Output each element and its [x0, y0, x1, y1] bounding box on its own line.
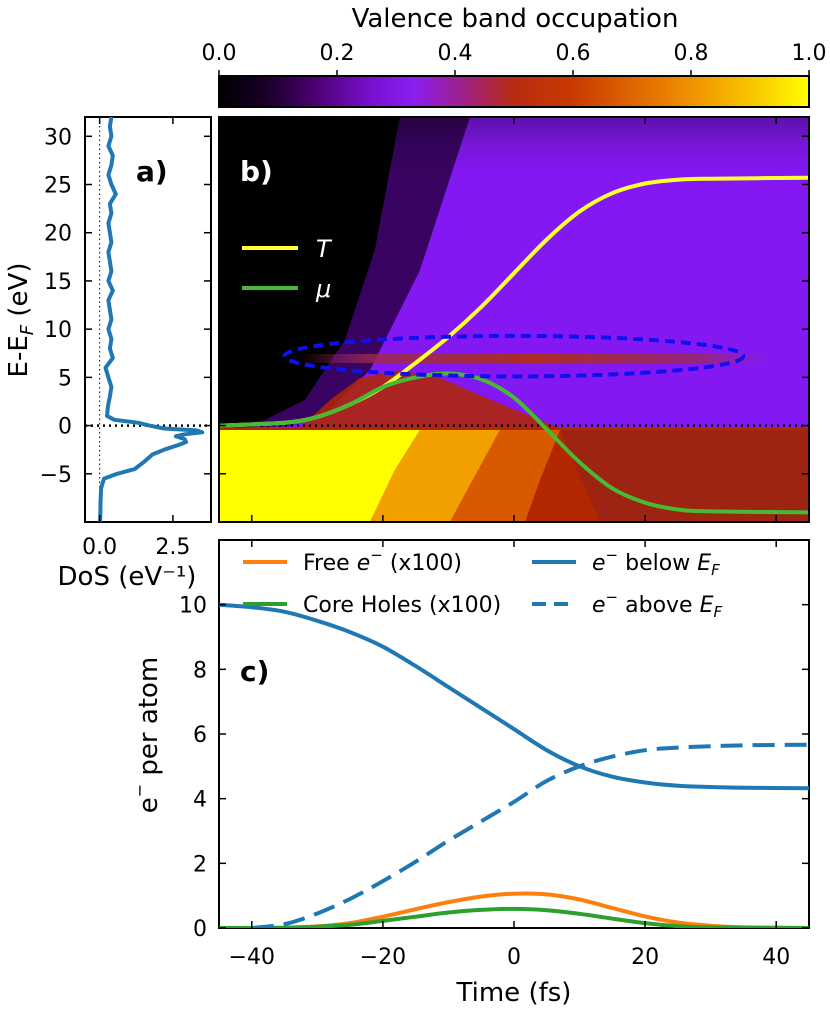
panel-a-frame [84, 116, 212, 523]
colorbar: Valence band occupation 0.0 0.2 0.4 0.6 0.8 1… [202, 4, 827, 108]
panel-c-counts: −40 −20 0 20 40 0 2 4 6 8 10 Free e− (x100) Core Ho… [130, 539, 810, 1008]
heatmap-lower-right-fade [560, 430, 809, 522]
panel-b-letter: b) [240, 155, 273, 188]
panel-a-ticks: −5 0 5 10 15 20 25 30 0.0 2.5 [40, 117, 211, 560]
colorbar-tick-label: 0.8 [674, 41, 709, 66]
panel-c-ytick-label: 4 [193, 788, 207, 813]
panel-c-ytick-label: 0 [193, 917, 207, 942]
panel-c-curve-below-ef [219, 602, 809, 791]
panel-a-ytick-label: 30 [44, 125, 72, 150]
panel-c-xtick-label: −20 [360, 945, 406, 970]
colorbar-tick-label: 0.0 [202, 41, 237, 66]
panel-b-annotations [282, 333, 746, 379]
heatmap-dark-fringe [219, 117, 470, 428]
panel-c-curve-core-holes [219, 906, 809, 928]
panel-b-legend-label: T [316, 235, 333, 263]
panel-a-reference-lines [85, 117, 211, 522]
panel-c-ytick-label: 8 [193, 658, 207, 683]
heatmap-red-hump [300, 370, 560, 428]
panel-b-legend: Tμ [242, 235, 333, 303]
heatmap-yellow-region [219, 430, 420, 522]
panel-b-legend-label: μ [315, 275, 331, 303]
panel-b-ticks [219, 117, 809, 522]
heatmap-midgap-band [300, 354, 770, 363]
panel-a-dos: −5 0 5 10 15 20 25 30 0.0 2.5 a) DoS (eV⁻¹) E-EF … [4, 116, 212, 592]
panel-c-ylabel: e− per atom [130, 657, 164, 814]
colorbar-title: Valence band occupation [352, 4, 679, 34]
panel-c-ytick-label: 2 [193, 852, 207, 877]
dos-curve [98, 116, 205, 523]
panel-c-legend: Free e− (x100) Core Holes (x100) e− below … [243, 546, 723, 621]
heatmap-deep-orange-region [450, 430, 560, 522]
panel-a-ylabel: E-EF (eV) [4, 263, 38, 378]
panel-c-xtick-label: 40 [762, 945, 790, 970]
panel-c-letter: c) [240, 655, 269, 688]
panel-a-ytick-label: 5 [58, 366, 72, 391]
panel-c-legend-label: e− above EF [592, 588, 723, 621]
panel-c-series [219, 602, 809, 928]
heatmap-orange-region [370, 430, 500, 522]
panel-a-ytick-label: 0 [58, 415, 72, 440]
panel-c-ytick-label: 10 [179, 594, 207, 619]
panel-b-curve-chemical-potential [219, 371, 809, 515]
panel-b-heatmap: b) Tμ [218, 116, 810, 523]
panel-c-curve-above-ef [251, 742, 809, 928]
panel-a-ytick-label: 10 [44, 318, 72, 343]
panel-b-series [219, 175, 809, 515]
panel-a-ytick-label: 15 [44, 270, 72, 295]
colorbar-tick-label: 0.2 [320, 41, 355, 66]
panel-c-ytick-label: 6 [193, 723, 207, 748]
panel-c-legend-label: e− below EF [592, 546, 720, 579]
colorbar-tick-label: 1.0 [792, 41, 827, 66]
panel-c-xtick-label: −40 [229, 945, 275, 970]
colorbar-gradient [218, 75, 810, 108]
panel-a-ytick-label: 25 [44, 174, 72, 199]
panel-c-xlabel: Time (fs) [456, 978, 572, 1008]
panel-c-xtick-label: 0 [507, 945, 521, 970]
colorbar-tick-label: 0.6 [556, 41, 591, 66]
heatmap-top-fade [219, 117, 809, 177]
colorbar-tick-label: 0.4 [438, 41, 473, 66]
panel-a-series [98, 116, 205, 523]
panel-a-ytick-label: −5 [40, 463, 72, 488]
panel-a-xtick-label: 2.5 [155, 535, 190, 560]
panel-c-legend-label: Core Holes (x100) [303, 593, 501, 618]
panel-c-legend-label: Free e− (x100) [303, 546, 462, 576]
highlight-ellipse [282, 333, 746, 379]
panel-a-xlabel: DoS (eV⁻¹) [58, 562, 197, 592]
panel-a-xtick-label: 0.0 [82, 535, 117, 560]
panel-a-letter: a) [136, 155, 168, 188]
colorbar-ticks: 0.0 0.2 0.4 0.6 0.8 1.0 [202, 41, 827, 76]
panel-a-ytick-label: 20 [44, 222, 72, 247]
heatmap-dark-region [219, 117, 400, 428]
panel-c-ticks: −40 −20 0 20 40 0 2 4 6 8 10 [179, 540, 809, 970]
panel-c-xtick-label: 20 [631, 945, 659, 970]
